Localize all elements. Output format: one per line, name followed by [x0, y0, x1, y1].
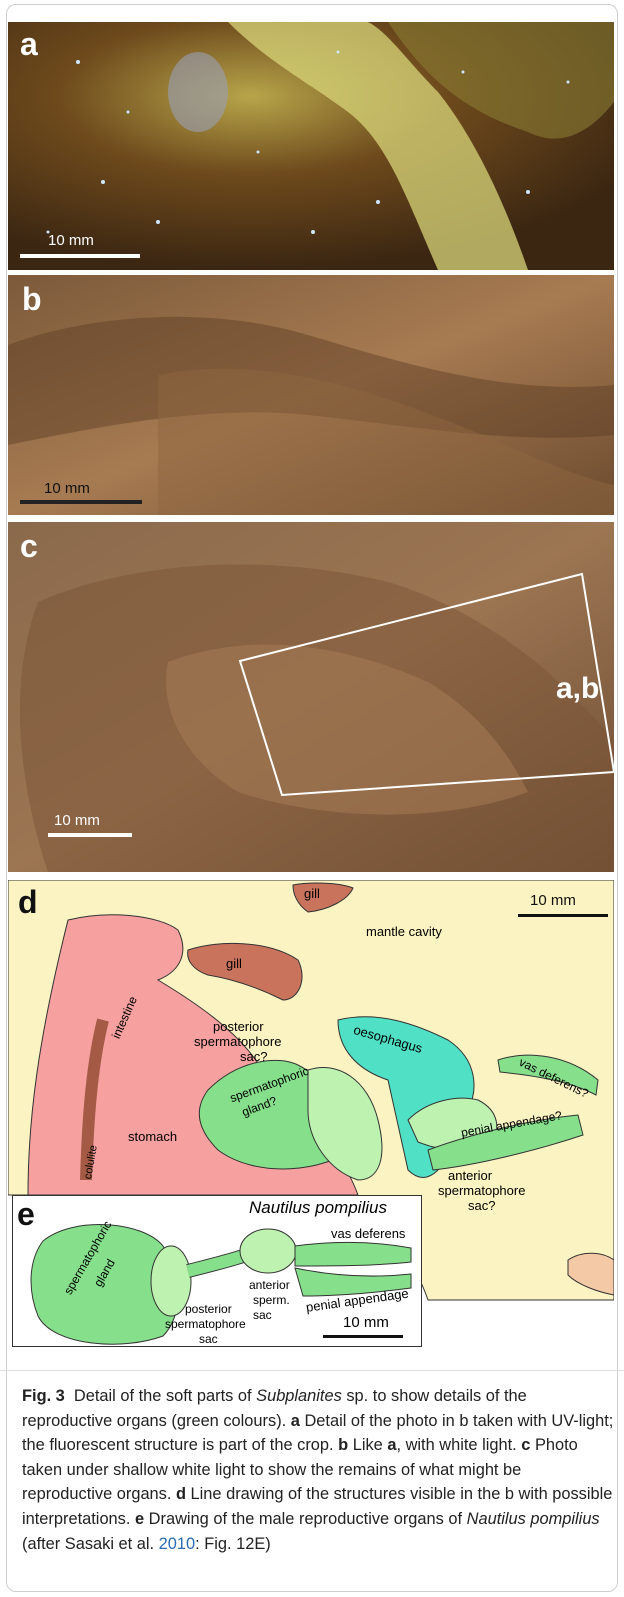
- scale-label-d: 10 mm: [530, 892, 576, 909]
- caption-ref-d: d: [175, 1485, 186, 1504]
- scale-label-c: 10 mm: [54, 812, 100, 829]
- caption-ref-a: a: [290, 1411, 300, 1430]
- shallow-light-photo: [8, 522, 614, 872]
- caption-text-7: Line drawing of the structures visible i…: [22, 1485, 613, 1528]
- label-e-posterior-2: spermatophore: [165, 1317, 246, 1331]
- caption-text-9: (after Sasaki et al.: [22, 1534, 159, 1553]
- label-mantle-cavity: mantle cavity: [366, 924, 442, 939]
- caption-ref-a2: a: [387, 1436, 397, 1455]
- label-e-vas-deferens: vas deferens: [331, 1226, 406, 1241]
- panel-label-b: b: [22, 281, 42, 317]
- label-posterior-3: sac?: [240, 1049, 268, 1064]
- label-e-anterior-2: sperm.: [253, 1293, 290, 1307]
- line-drawing-panel-e: e Nautilus pompilius spermatophoric glan…: [12, 1195, 422, 1347]
- label-anterior-3: sac?: [468, 1198, 496, 1213]
- white-light-photo: [8, 275, 614, 515]
- label-e-posterior-1: posterior: [185, 1302, 232, 1316]
- caption-ref-b: b: [338, 1436, 349, 1455]
- caption-separator: [0, 1370, 624, 1371]
- figure-caption: Fig. 3 Detail of the soft parts of Subpl…: [22, 1384, 614, 1556]
- nautilus-reproductive-drawing: [30, 1224, 412, 1345]
- uv-photo: [8, 22, 614, 270]
- caption-genus: Subplanites: [256, 1387, 342, 1405]
- scale-label-e: 10 mm: [343, 1314, 389, 1331]
- label-posterior-2: spermatophore: [194, 1034, 282, 1049]
- photo-panel-a: a 10 mm: [8, 22, 614, 270]
- panel-e-title: Nautilus pompilius: [249, 1198, 387, 1217]
- figure-frame: [6, 4, 618, 1592]
- label-stomach: stomach: [128, 1129, 178, 1144]
- label-anterior-2: spermatophore: [438, 1183, 526, 1198]
- panel-label-e: e: [17, 1196, 35, 1232]
- caption-text-8: Drawing of the male reproductive organs …: [144, 1509, 467, 1528]
- caption-species: Nautilus pompilius: [466, 1509, 600, 1528]
- label-e-anterior-1: anterior: [249, 1278, 290, 1292]
- panel-label-d: d: [18, 884, 38, 920]
- citation-link[interactable]: 2010: [158, 1534, 196, 1553]
- caption-ref-e: e: [134, 1509, 145, 1528]
- label-posterior-1: posterior: [213, 1019, 264, 1034]
- caption-ref-c: c: [521, 1436, 531, 1455]
- photo-panel-c: c a,b 10 mm: [8, 522, 614, 872]
- caption-text-1: Detail of the soft parts of: [73, 1387, 257, 1405]
- caption-text-10: : Fig. 12E): [195, 1534, 271, 1553]
- caption-text-5: , with white light.: [396, 1436, 522, 1455]
- label-gill-mid: gill: [226, 956, 242, 971]
- label-e-posterior-3: sac: [199, 1332, 218, 1346]
- caption-text-2: sp. to show details of the reproductive …: [22, 1387, 527, 1430]
- scale-label-a: 10 mm: [48, 232, 94, 249]
- panel-label-a: a: [20, 26, 38, 62]
- caption-text-3: Detail of the photo in b taken with UV-l…: [22, 1411, 614, 1455]
- scale-label-b: 10 mm: [44, 480, 90, 497]
- panel-label-c: c: [20, 528, 38, 564]
- label-gill-top: gill: [304, 886, 320, 901]
- caption-fig-number: Fig. 3: [22, 1387, 65, 1405]
- caption-text-4: Like: [348, 1436, 388, 1455]
- box-label-ab: a,b: [556, 672, 600, 705]
- label-anterior-1: anterior: [448, 1168, 493, 1183]
- caption-text-6: Photo taken under shallow white light to…: [22, 1436, 578, 1504]
- label-e-anterior-3: sac: [253, 1308, 272, 1322]
- photo-panel-b: b 10 mm: [8, 275, 614, 515]
